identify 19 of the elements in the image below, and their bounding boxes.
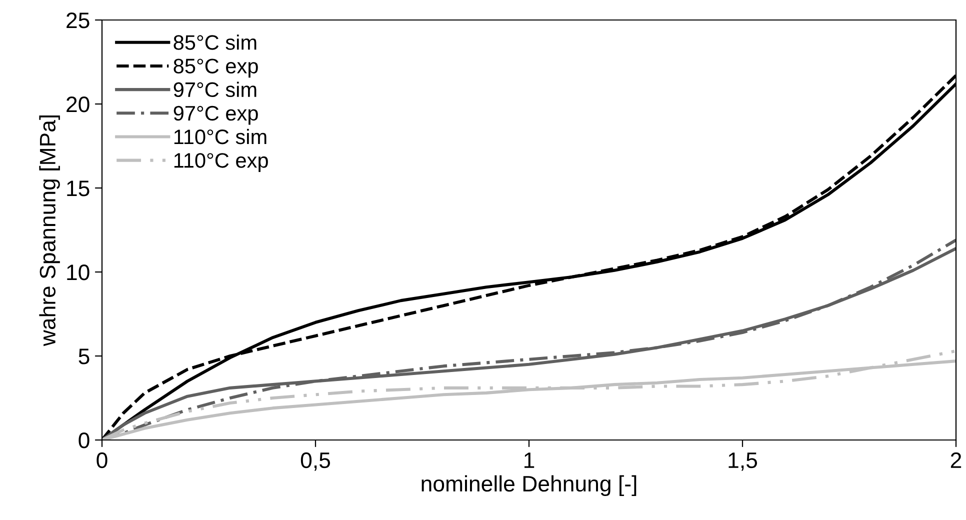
y-tick-label: 25 (66, 12, 90, 28)
x-axis-title: nominelle Dehnung [-] (422, 475, 636, 496)
x-tick-label: 0 (96, 452, 108, 468)
legend-label: 85°C exp (174, 58, 258, 78)
x-tick-label: 1 (524, 452, 534, 468)
legend-label: 97°C sim (174, 82, 256, 98)
x-tick-label: 1,5 (728, 452, 758, 471)
legend-label: 97°C exp (174, 106, 258, 125)
y-tick-label: 15 (67, 180, 90, 196)
x-tick-label: 2 (950, 452, 962, 468)
y-tick-label: 5 (78, 348, 90, 364)
y-tick-label: 20 (66, 96, 90, 112)
x-tick-label: 0,5 (300, 452, 330, 471)
y-axis-title: wahre Spannung [MPa] (39, 115, 60, 346)
legend-label: 110°C sim (174, 128, 266, 144)
y-tick-label: 10 (67, 264, 90, 280)
legend-label: 85°C sim (174, 34, 256, 50)
y-tick-label: 0 (78, 432, 90, 448)
legend-label: 110°C exp (174, 153, 268, 172)
